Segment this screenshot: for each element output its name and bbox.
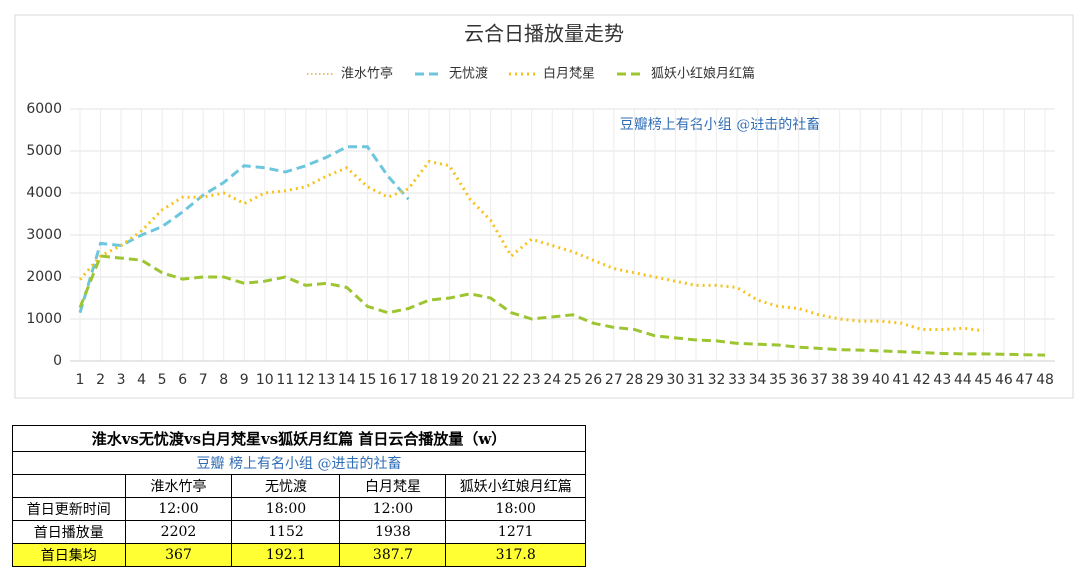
legend-label: 淮水竹亭 xyxy=(341,66,393,82)
x-tick-label: 37 xyxy=(810,372,828,388)
x-tick-label: 35 xyxy=(769,372,787,388)
watermark: 豆瓣榜上有名小组 @进击的社畜 xyxy=(620,116,820,133)
x-tick-label: 46 xyxy=(995,372,1013,388)
x-tick-label: 4 xyxy=(137,372,146,388)
x-tick-label: 36 xyxy=(790,372,808,388)
x-tick-label: 12 xyxy=(297,372,315,388)
row-label: 首日播放量 xyxy=(12,520,126,544)
table-row: 首日播放量 2202 1152 1938 1271 xyxy=(12,520,586,544)
y-tick-label: 0 xyxy=(53,353,62,369)
x-tick-label: 48 xyxy=(1036,372,1054,388)
cell: 18:00 xyxy=(445,497,586,521)
cell: 12:00 xyxy=(339,497,447,521)
x-tick-label: 23 xyxy=(523,372,541,388)
y-tick-label: 6000 xyxy=(26,101,62,117)
legend-label: 无忧渡 xyxy=(449,66,488,82)
summary-table: 淮水vs无忧渡vs白月梵星vs狐妖月红篇 首日云合播放量（w） 豆瓣 榜上有名小… xyxy=(12,425,586,567)
column-header: 无忧渡 xyxy=(231,474,341,498)
x-tick-label: 20 xyxy=(461,372,479,388)
x-tick-label: 41 xyxy=(892,372,910,388)
chart-title: 云合日播放量走势 xyxy=(464,22,624,46)
legend-label: 白月梵星 xyxy=(543,66,595,82)
y-tick-label: 4000 xyxy=(26,185,62,201)
x-tick-label: 42 xyxy=(913,372,931,388)
cell: 367 xyxy=(124,543,233,567)
cell: 387.7 xyxy=(339,543,447,567)
series-line xyxy=(78,254,1046,357)
row-label: 首日更新时间 xyxy=(12,497,126,521)
x-tick-label: 43 xyxy=(933,372,951,388)
x-tick-label: 8 xyxy=(219,372,228,388)
chart: 云合日播放量走势 豆瓣榜上有名小组 @进击的社畜 0 1000 2000 3000 40… xyxy=(14,14,1074,399)
x-tick-label: 22 xyxy=(502,372,520,388)
row-label: 首日集均 xyxy=(12,543,126,567)
x-tick-label: 17 xyxy=(400,372,418,388)
x-tick-label: 26 xyxy=(584,372,602,388)
table-subtitle: 豆瓣 榜上有名小组 @进击的社畜 xyxy=(12,451,586,475)
cell: 1152 xyxy=(231,520,341,544)
x-tick-label: 33 xyxy=(728,372,746,388)
x-tick-label: 27 xyxy=(605,372,623,388)
x-tick-label: 44 xyxy=(954,372,972,388)
x-tick-label: 29 xyxy=(646,372,664,388)
column-header: 白月梵星 xyxy=(339,474,447,498)
x-tick-label: 3 xyxy=(117,372,126,388)
cell: 12:00 xyxy=(124,497,233,521)
y-tick-label: 3000 xyxy=(26,227,62,243)
table-title: 淮水vs无忧渡vs白月梵星vs狐妖月红篇 首日云合播放量（w） xyxy=(12,425,586,452)
cell: 2202 xyxy=(124,520,233,544)
cell: 18:00 xyxy=(231,497,341,521)
x-tick-label: 18 xyxy=(420,372,438,388)
x-tick-label: 28 xyxy=(625,372,643,388)
x-tick-label: 7 xyxy=(199,372,208,388)
x-tick-label: 45 xyxy=(974,372,992,388)
cell: 192.1 xyxy=(231,543,341,567)
x-tick-label: 39 xyxy=(851,372,869,388)
corner xyxy=(12,474,126,498)
cell: 1938 xyxy=(339,520,447,544)
column-header: 狐妖小红娘月红篇 xyxy=(445,474,586,498)
x-tick-label: 32 xyxy=(708,372,726,388)
legend-label: 狐妖小红娘月红篇 xyxy=(651,66,755,82)
x-tick-label: 10 xyxy=(256,372,274,388)
y-tick-label: 1000 xyxy=(26,311,62,327)
x-tick-label: 31 xyxy=(687,372,705,388)
x-tick-label: 14 xyxy=(338,372,356,388)
x-tick-label: 24 xyxy=(543,372,561,388)
x-tick-label: 38 xyxy=(831,372,849,388)
series-line xyxy=(78,145,410,314)
x-tick-label: 34 xyxy=(749,372,767,388)
x-tick-label: 2 xyxy=(96,372,105,388)
column-header: 淮水竹亭 xyxy=(124,474,233,498)
x-tick-label: 1 xyxy=(76,372,85,388)
x-tick-label: 19 xyxy=(441,372,459,388)
x-tick-label: 6 xyxy=(178,372,187,388)
cell: 1271 xyxy=(445,520,586,544)
y-tick-label: 2000 xyxy=(26,269,62,285)
x-tick-label: 25 xyxy=(564,372,582,388)
x-tick-label: 11 xyxy=(276,372,294,388)
y-tick-label: 5000 xyxy=(26,143,62,159)
table-row: 首日集均 367 192.1 387.7 317.8 xyxy=(12,543,586,567)
cell: 317.8 xyxy=(445,543,586,567)
x-tick-label: 9 xyxy=(240,372,249,388)
table-row: 首日更新时间 12:00 18:00 12:00 18:00 xyxy=(12,497,586,521)
x-tick-label: 5 xyxy=(158,372,167,388)
x-tick-label: 40 xyxy=(872,372,890,388)
x-tick-label: 47 xyxy=(1016,372,1034,388)
x-tick-label: 30 xyxy=(667,372,685,388)
x-tick-label: 21 xyxy=(482,372,500,388)
x-tick-label: 16 xyxy=(379,372,397,388)
x-tick-label: 13 xyxy=(317,372,335,388)
x-tick-label: 15 xyxy=(359,372,377,388)
